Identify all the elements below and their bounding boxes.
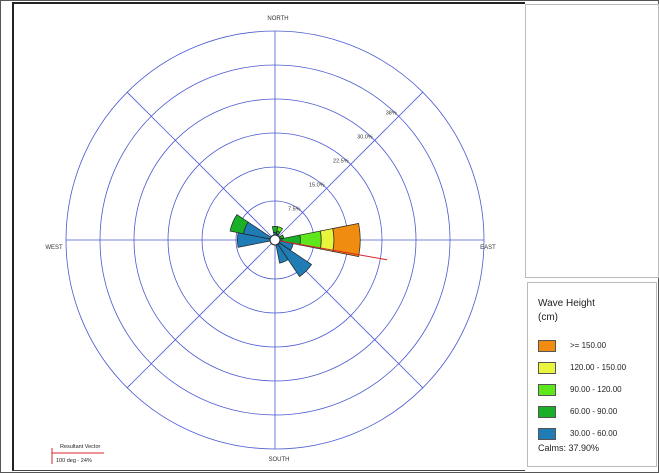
legend-title: Wave Height (cm) <box>538 297 648 325</box>
legend-label: 90.00 - 120.00 <box>570 385 622 394</box>
legend-label: >= 150.00 <box>570 341 607 350</box>
legend-swatch <box>538 406 556 418</box>
ring-label: 15.0% <box>309 182 325 188</box>
wind-rose-chart: 7.5%15.0%22.5%30.0%38% NORTH SOUTH WEST … <box>45 16 496 464</box>
petal-segment-n <box>271 226 279 233</box>
legend-item: 60.00 - 90.00 <box>538 406 656 420</box>
south-label: SOUTH <box>269 457 290 463</box>
east-label: EAST <box>480 245 496 251</box>
direction-spoke <box>126 91 276 241</box>
legend-swatch <box>538 340 556 352</box>
legend-label: 30.00 - 60.00 <box>570 429 618 438</box>
legend-label: 120.00 - 150.00 <box>570 363 627 372</box>
plot-area: 7.5% 15.0% 22.5% 30.0% 38% NORTH SOUTH WEST … <box>12 2 525 471</box>
direction-spoke <box>274 91 424 241</box>
ring-labels: 7.5% 15.0% 22.5% 30.0% 38% <box>288 110 397 212</box>
petal-segment-nne <box>276 226 284 233</box>
resultant-vector-title: Resultant Vector <box>60 444 101 450</box>
legend-swatch <box>538 384 556 396</box>
calms-label: Calms: 37.90% <box>538 443 600 453</box>
legend-item: 30.00 - 60.00 <box>538 428 656 442</box>
legend-units: (cm) <box>538 312 558 323</box>
legend-title-text: Wave Height <box>538 298 595 309</box>
info-panel <box>525 4 659 278</box>
petal-sectors <box>229 214 361 278</box>
ring-label: 38% <box>386 110 397 116</box>
direction-spoke <box>126 239 276 389</box>
legend-swatch <box>538 362 556 374</box>
legend-item: 90.00 - 120.00 <box>538 384 656 398</box>
ring-label: 7.5% <box>288 206 301 212</box>
resultant-vector-line <box>274 239 388 261</box>
legend: Wave Height (cm) >= 150.00 120.00 - 150.0… <box>527 282 657 467</box>
legend-swatch <box>538 428 556 440</box>
ring-label: 22.5% <box>333 158 349 164</box>
legend-item: >= 150.00 <box>538 340 656 354</box>
north-label: NORTH <box>267 16 288 22</box>
ring-label: 30.0% <box>357 134 373 140</box>
legend-item: 120.00 - 150.00 <box>538 362 656 376</box>
west-label: WEST <box>45 245 63 251</box>
calm-center-circle <box>269 234 281 246</box>
legend-label: 60.00 - 90.00 <box>570 407 618 416</box>
resultant-vector-value: 100 deg - 24% <box>56 458 92 464</box>
petal-segment-e <box>332 222 361 258</box>
petal-segment-wnw <box>229 214 249 235</box>
